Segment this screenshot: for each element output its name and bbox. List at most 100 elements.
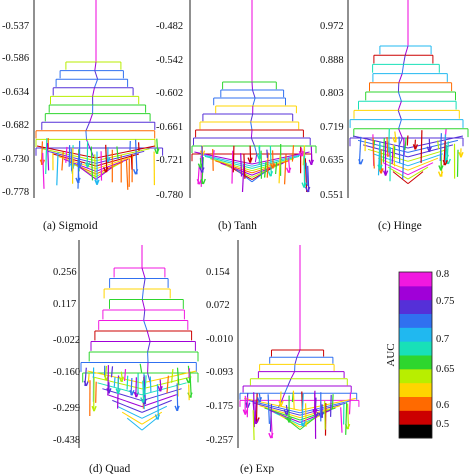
tree-branch — [302, 145, 306, 166]
tree-branch — [247, 402, 251, 408]
tree-branch — [93, 79, 99, 88]
tree-branch — [252, 97, 256, 107]
panel-b: -0.482 -0.542 -0.602 -0.661 -0.721 -0.78… — [156, 0, 317, 232]
panel-b-ytick-2: -0.602 — [156, 88, 183, 99]
tree-branch — [250, 129, 253, 139]
tree-branch — [141, 417, 158, 431]
tree-branch — [250, 121, 253, 131]
tree-branch — [387, 166, 409, 180]
tree-branch — [42, 152, 45, 189]
tree-branch — [125, 159, 129, 190]
colorbar-tick-5: 0.5 — [436, 419, 449, 430]
tree-branch — [199, 153, 253, 167]
tree-branch — [92, 376, 143, 390]
tree-branch — [144, 375, 147, 396]
tree-branch — [305, 162, 308, 186]
tree-branch — [398, 128, 403, 139]
panel-a-ytick-0: -0.537 — [2, 21, 29, 32]
tree-branch — [251, 155, 300, 169]
tree-branch — [250, 137, 256, 147]
tree-branch — [141, 399, 172, 413]
tree-branch — [382, 162, 409, 176]
panel-d-ytick-5: -0.438 — [53, 435, 80, 446]
tree-branch — [391, 148, 394, 165]
tree-branch — [94, 70, 99, 80]
tree-branch — [147, 341, 151, 353]
tree-branch — [264, 161, 267, 178]
tree-branch — [324, 400, 326, 430]
tree-branch — [401, 64, 404, 74]
tree-branch — [105, 144, 108, 173]
tree-branch — [460, 152, 464, 158]
tree-branch — [447, 158, 451, 165]
panel-a-ytick-5: -0.778 — [2, 187, 29, 198]
tree-branch — [252, 410, 255, 441]
tree-branch — [439, 171, 444, 177]
tree-branch — [347, 403, 350, 430]
tree-branch — [141, 267, 146, 279]
tree-branch — [87, 370, 143, 384]
tree-branch — [156, 414, 161, 420]
panel-b-ytick-1: -0.542 — [156, 55, 183, 66]
tree-branch — [398, 136, 401, 164]
tree-branch — [348, 392, 352, 415]
tree-branch — [107, 365, 109, 396]
tree-branch — [117, 388, 121, 395]
tree-branch — [307, 165, 310, 193]
tree-branch — [307, 186, 311, 193]
tree-branch — [304, 158, 308, 193]
tree-branch — [201, 150, 206, 156]
tree-branch — [58, 156, 97, 170]
tree-branch — [404, 45, 409, 56]
tree-branch — [131, 389, 135, 396]
panel-a: -0.537 -0.586 -0.634 -0.682 -0.730 -0.77… — [2, 0, 164, 232]
tree-branch — [126, 417, 143, 431]
colorbar-segment — [399, 285, 432, 301]
tree-branch — [240, 153, 243, 177]
tree-branch — [96, 179, 100, 185]
tree-branch — [90, 146, 94, 181]
tree-branch — [141, 382, 187, 396]
tree-branch — [392, 144, 396, 167]
tree-branch — [270, 432, 274, 439]
tree-branch — [379, 164, 383, 171]
tree-branch — [116, 146, 119, 160]
tree-branch — [445, 154, 449, 160]
colorbar-segment — [399, 396, 432, 411]
colorbar-segment — [399, 341, 432, 356]
tree-branch — [130, 154, 133, 170]
tree-branch — [143, 320, 148, 332]
tree-branch — [92, 87, 95, 97]
tree-branch — [95, 166, 113, 180]
tree-branch — [120, 376, 125, 383]
tree-branch — [252, 89, 256, 99]
tree-branch — [139, 363, 143, 373]
tree-branch — [266, 149, 268, 158]
panel-e-ytick-2: -0.010 — [206, 334, 233, 345]
tree-branch — [392, 171, 409, 184]
tree-branch — [299, 417, 316, 430]
tree-branch — [340, 407, 343, 433]
tree-branch — [271, 163, 276, 169]
tree-branch — [86, 139, 91, 149]
panel-d: 0.256 0.117 -0.022 -0.160 -0.299 -0.438 … — [53, 240, 199, 474]
tree-branch — [201, 167, 205, 173]
colorbar-segment — [399, 382, 432, 397]
panel-c-ytick-5: 0.551 — [320, 190, 344, 201]
panel-e-ytick-5: -0.257 — [206, 435, 233, 446]
tree-branch — [440, 165, 444, 171]
tree-branch — [85, 122, 91, 131]
panel-c-ytick-0: 0.972 — [320, 21, 344, 32]
tree-branch — [406, 135, 409, 146]
panel-c-ytick-2: 0.803 — [320, 88, 344, 99]
colorbar-label: AUC — [385, 343, 397, 366]
tree-branch — [299, 402, 346, 416]
tree-branch — [105, 166, 109, 173]
tree-branch — [372, 137, 375, 169]
panel-a-tree — [35, 0, 164, 190]
tree-branch — [135, 377, 137, 398]
tree-branch — [95, 148, 150, 162]
tree-branch — [380, 168, 384, 174]
colorbar-segment — [399, 299, 432, 314]
tree-branch — [94, 61, 97, 71]
